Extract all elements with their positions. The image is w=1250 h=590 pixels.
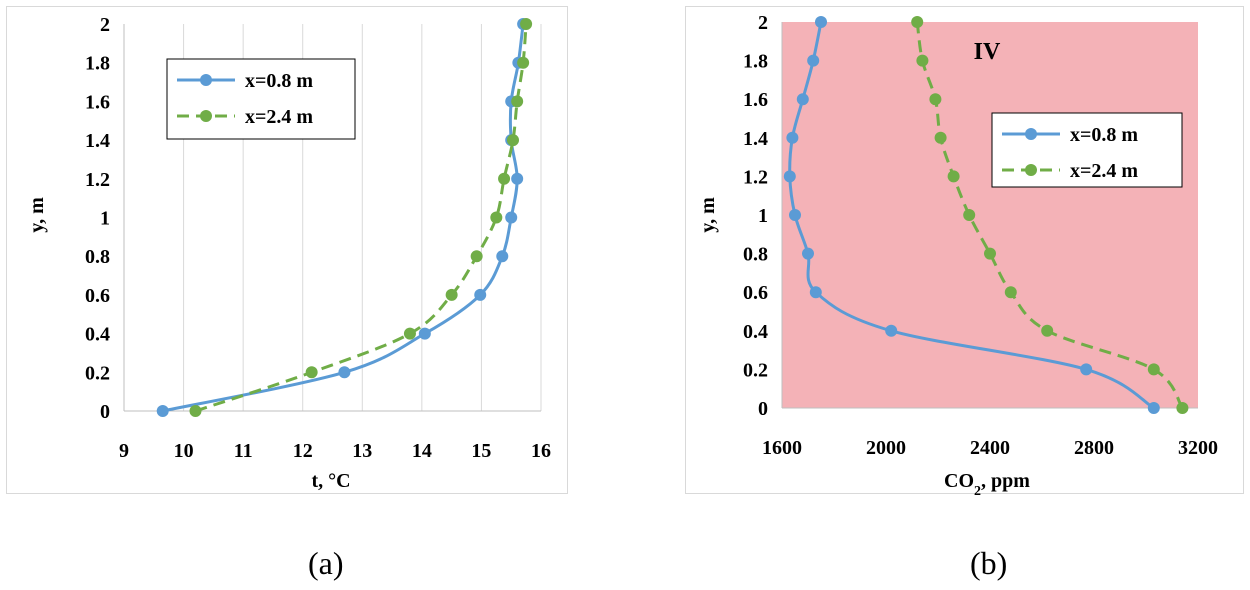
y-tick-label-3: 0.6: [743, 282, 768, 304]
caption-a: (a): [308, 545, 344, 581]
legend-label-1: x=0.8 m: [1070, 124, 1138, 146]
data-point-s1-1: [1080, 363, 1093, 376]
y-tick-label-1: 0.2: [743, 359, 768, 381]
y-tick-label-4: 0.8: [743, 244, 768, 266]
x-tick-label-1: 2000: [866, 437, 906, 459]
y-tick-label-2: 0.4: [85, 324, 110, 346]
data-point-s2-1: [305, 366, 318, 379]
chart-panel-a: 9 10 11 12 13 14 15 16 0 0.2 0.4 0.6 0.8 1 1.2 1.4 1.6 1.…: [6, 6, 568, 494]
data-point-s2-2: [403, 327, 416, 340]
y-tick-label-9: 1.8: [743, 51, 768, 73]
y-axis-title: y, m: [697, 197, 719, 233]
x-axis-title: CO2, ppm: [944, 470, 1030, 495]
data-point-s1-0: [156, 405, 169, 417]
caption-b: (b): [970, 545, 1008, 581]
y-tick-label-6: 1.2: [85, 169, 110, 191]
legend-marker-2: [200, 110, 212, 122]
legend-marker-1: [1025, 128, 1037, 140]
data-point-s1-3: [809, 286, 822, 299]
data-point-s1-3: [474, 288, 487, 301]
y-tick-label-0: 0: [758, 398, 768, 420]
data-point-s2-4: [470, 250, 483, 263]
y-tick-label-5: 1: [100, 208, 110, 230]
x-tick-label-0: 9: [119, 440, 129, 462]
y-tick-label-1: 0.2: [85, 362, 110, 384]
annotation-label: IV: [974, 39, 1001, 65]
data-point-s2-0: [189, 405, 202, 417]
data-point-s2-7: [507, 134, 520, 147]
x-tick-label-3: 2800: [1074, 437, 1114, 459]
data-point-s2-1: [1147, 363, 1160, 376]
y-tick-label-8: 1.6: [85, 91, 110, 113]
data-point-s2-9: [517, 56, 530, 69]
data-point-s1-5: [789, 209, 801, 221]
y-tick-label-7: 1.4: [85, 130, 110, 152]
legend-box: [991, 112, 1183, 188]
data-point-s2-6: [947, 170, 960, 183]
x-tick-label-5: 14: [412, 440, 432, 462]
y-tick-label-2: 0.4: [743, 321, 768, 343]
data-point-s1-6: [511, 172, 524, 185]
legend-label-2: x=2.4 m: [1070, 160, 1138, 182]
legend-marker-1: [200, 74, 212, 86]
data-point-s2-9: [916, 54, 929, 67]
legend-box: [166, 58, 356, 140]
data-point-s2-10: [911, 16, 924, 28]
data-point-s2-3: [1004, 286, 1017, 299]
data-point-s1-8: [796, 93, 809, 106]
data-point-s2-5: [490, 211, 503, 224]
data-point-s2-2: [1041, 324, 1054, 337]
data-point-s1-0: [1147, 402, 1160, 414]
data-point-s1-2: [885, 324, 898, 337]
y-tick-label-10: 2: [758, 12, 768, 34]
x-tick-label-3: 12: [293, 440, 313, 462]
legend-label-1: x=0.8 m: [245, 70, 313, 92]
y-tick-label-9: 1.8: [85, 53, 110, 75]
data-point-s2-10: [520, 18, 533, 30]
y-tick-label-8: 1.6: [743, 89, 768, 111]
data-point-s1-4: [802, 247, 814, 260]
legend-label-2: x=2.4 m: [245, 106, 313, 128]
y-tick-label-6: 1.2: [743, 166, 768, 188]
co2-chart: 1600 2000 2400 2800 3200 0 0.2 0.4 0.6 0.8 1 1.2 1.4…: [697, 12, 1218, 495]
data-point-s1-1: [338, 366, 351, 379]
x-tick-label-6: 15: [471, 440, 491, 462]
data-point-s1-6: [783, 170, 796, 183]
x-tick-label-2: 11: [234, 440, 253, 462]
data-point-s2-8: [929, 93, 942, 106]
data-point-s1-7: [786, 131, 799, 144]
chart-panel-b: 1600 2000 2400 2800 3200 0 0.2 0.4 0.6 0.8 1 1.2 1.4…: [685, 6, 1244, 495]
data-point-s2-8: [511, 95, 524, 108]
data-point-s1-2: [418, 327, 431, 340]
data-point-s2-7: [934, 131, 947, 144]
y-tick-label-7: 1.4: [743, 128, 768, 150]
y-tick-label-10: 2: [100, 14, 110, 36]
temperature-chart: 9 10 11 12 13 14 15 16 0 0.2 0.4 0.6 0.8 1 1.2 1.4 1.6 1.…: [26, 14, 551, 492]
x-tick-label-0: 1600: [762, 437, 802, 459]
x-tick-label-4: 13: [352, 440, 372, 462]
data-point-s1-10: [815, 16, 827, 28]
plot-background: [782, 22, 1198, 408]
y-tick-label-4: 0.8: [85, 246, 110, 268]
data-point-s2-3: [445, 288, 458, 301]
data-point-s2-6: [498, 172, 511, 185]
x-tick-label-2: 2400: [970, 437, 1010, 459]
data-point-s2-0: [1176, 402, 1189, 414]
legend-marker-2: [1025, 164, 1037, 176]
x-axis-title: t, °C: [311, 470, 350, 492]
data-point-s1-5: [505, 211, 518, 224]
data-point-s1-4: [496, 250, 509, 263]
y-axis-title: y, m: [26, 197, 48, 233]
y-tick-label-5: 1: [758, 205, 768, 227]
data-point-s2-5: [963, 209, 976, 221]
x-tick-label-4: 3200: [1178, 437, 1218, 459]
y-tick-label-0: 0: [100, 401, 110, 423]
y-tick-label-3: 0.6: [85, 285, 110, 307]
data-point-s1-9: [807, 54, 820, 67]
x-tick-label-7: 16: [531, 440, 551, 462]
x-tick-label-1: 10: [174, 440, 194, 462]
data-point-s2-4: [984, 247, 996, 260]
